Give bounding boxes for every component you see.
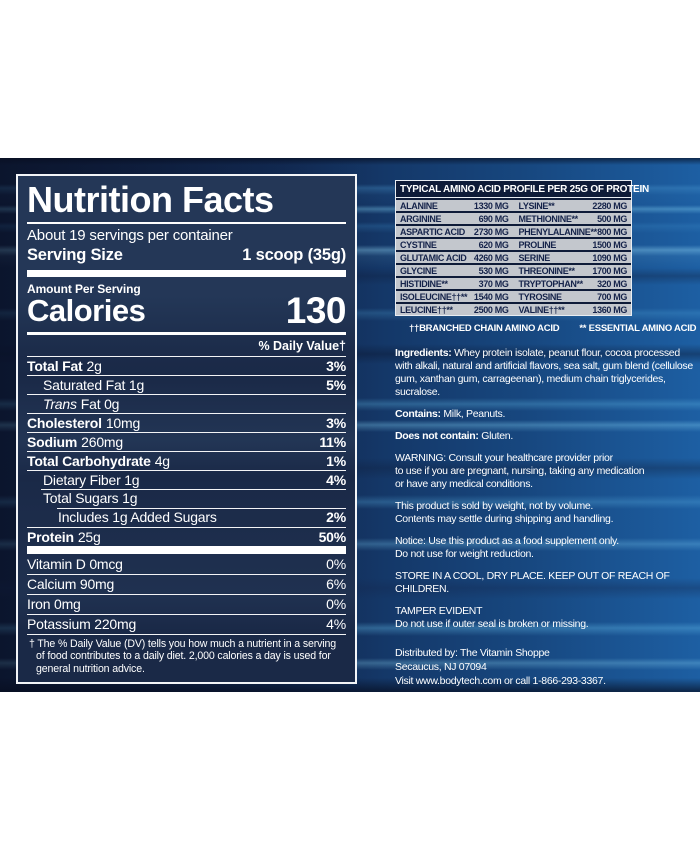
- amino-row: ALANINE 1330 MG LYSINE** 2280 MG: [396, 200, 631, 211]
- thick-divider: [27, 269, 346, 277]
- vitamin-row-iron: Iron 0mg 0%: [27, 593, 346, 614]
- product-info-text: Ingredients: Whey protein isolate, peanu…: [395, 347, 697, 631]
- supplement-info-column: TYPICAL AMINO ACID PROFILE PER 25G OF PR…: [395, 180, 697, 688]
- amino-row: CYSTINE 620 MG PROLINE 1500 MG: [396, 239, 631, 250]
- medium-divider: [27, 331, 346, 335]
- daily-value-footnote: † The % Daily Value (DV) tells you how m…: [27, 633, 346, 676]
- distributor-line: Distributed by: The Vitamin Shoppe: [395, 647, 550, 659]
- tamper-evident-paragraph: TAMPER EVIDENT Do not use if outer seal i…: [395, 605, 589, 630]
- ingredients-paragraph: Ingredients: Whey protein isolate, peanu…: [395, 347, 693, 398]
- does-not-contain-paragraph: Does not contain: Gluten.: [395, 430, 513, 442]
- daily-value: 3%: [326, 357, 346, 374]
- distributor-line: Secaucus, NJ 07094: [395, 661, 487, 673]
- calories-row: Calories 130: [27, 290, 347, 332]
- nutrient-row-saturated-fat: Saturated Fat 1g 5%: [27, 374, 346, 394]
- calories-value: 130: [285, 290, 347, 332]
- storage-paragraph: STORE IN A COOL, DRY PLACE. KEEP OUT OF …: [395, 570, 670, 595]
- distributor-block: Distributed by: The Vitamin Shoppe Secau…: [395, 646, 697, 688]
- serving-size-value: 1 scoop (35g): [242, 245, 346, 264]
- amino-acid-legend: ††BRANCHED CHAIN AMINO ACID ** ESSENTIAL…: [409, 323, 697, 334]
- amino-row: HISTIDINE** 370 MG TRYPTOPHAN** 320 MG: [396, 278, 631, 289]
- bcaa-legend: ††BRANCHED CHAIN AMINO ACID: [409, 323, 560, 334]
- nutrient-rows: Total Fat 2g 3% Saturated Fat 1g 5% Trans…: [27, 355, 347, 546]
- vitamin-row-potassium: Potassium 220mg 4%: [27, 613, 346, 634]
- serving-size-row: Serving Size 1 scoop (35g): [27, 246, 346, 265]
- amino-acid-rows: ALANINE 1330 MG LYSINE** 2280 MG ARGININE 6…: [396, 200, 631, 315]
- sold-by-weight-paragraph: This product is sold by weight, not by v…: [395, 500, 614, 525]
- amino-row: ASPARTIC ACID 2730 MG PHENYLALANINE** 800 …: [396, 226, 631, 237]
- amino-row: GLUTAMIC ACID 4260 MG SERINE 1090 MG: [396, 252, 631, 263]
- daily-value: 2%: [326, 509, 346, 526]
- nutrient-row-trans-fat: Trans Fat 0g: [27, 393, 346, 413]
- daily-value-header: % Daily Value†: [258, 338, 346, 353]
- contains-paragraph: Contains: Milk, Peanuts.: [395, 408, 506, 420]
- daily-value: 0%: [326, 555, 346, 572]
- daily-value: 0%: [326, 596, 346, 613]
- vitamin-row-calcium: Calcium 90mg 6%: [27, 573, 346, 594]
- nutrition-facts-title: Nutrition Facts: [27, 180, 346, 224]
- amino-row: GLYCINE 530 MG THREONINE** 1700 MG: [396, 265, 631, 276]
- servings-per-container: About 19 servings per container: [27, 226, 233, 244]
- daily-value: 11%: [319, 433, 346, 450]
- nutrient-row-added-sugars: Includes 1g Added Sugars 2%: [27, 507, 346, 527]
- distributor-line: Visit www.bodytech.com or call 1-866-293…: [395, 675, 606, 687]
- daily-value: 5%: [326, 376, 346, 393]
- thick-divider: [27, 545, 346, 554]
- vitamin-rows: Vitamin D 0mcg 0% Calcium 90mg 6% Iron 0…: [27, 554, 346, 634]
- nutrition-facts-panel: Nutrition Facts About 19 servings per co…: [16, 174, 357, 684]
- notice-paragraph: Notice: Use this product as a food suppl…: [395, 535, 619, 560]
- amino-row: ISOLEUCINE††** 1540 MG TYROSINE 700 MG: [396, 291, 631, 302]
- daily-value: 6%: [326, 576, 346, 593]
- vitamin-row-vitamin-d: Vitamin D 0mcg 0%: [27, 555, 346, 572]
- daily-value: 50%: [318, 528, 347, 545]
- nutrient-row-total-carbohydrate: Total Carbohydrate 4g 1%: [27, 450, 346, 469]
- calories-label: Calories: [27, 292, 146, 328]
- label-background: Nutrition Facts About 19 servings per co…: [0, 158, 700, 692]
- daily-value: 3%: [326, 414, 346, 431]
- warning-paragraph: WARNING: Consult your healthcare provide…: [395, 452, 645, 490]
- nutrient-row-total-sugars: Total Sugars 1g: [27, 488, 346, 508]
- amount-per-serving-label: Amount Per Serving: [27, 281, 141, 296]
- nutrient-row-dietary-fiber: Dietary Fiber 1g 4%: [27, 469, 346, 489]
- nutrient-row-sodium: Sodium 260mg 11%: [27, 431, 346, 450]
- daily-value: 4%: [326, 471, 346, 488]
- nutrient-row-total-fat: Total Fat 2g 3%: [27, 355, 346, 374]
- eaa-legend: ** ESSENTIAL AMINO ACID: [579, 323, 697, 334]
- nutrient-row-protein: Protein 25g 50%: [27, 526, 347, 545]
- nutrient-row-cholesterol: Cholesterol 10mg 3%: [27, 412, 346, 431]
- daily-value: 1%: [326, 452, 346, 469]
- amino-acid-table-header: TYPICAL AMINO ACID PROFILE PER 25G OF PR…: [396, 181, 649, 198]
- amino-row: LEUCINE††** 2500 MG VALINE††** 1360 MG: [396, 304, 631, 315]
- daily-value: 4%: [326, 616, 346, 633]
- amino-row: ARGININE 690 MG METHIONINE** 500 MG: [396, 213, 631, 224]
- serving-size-label: Serving Size: [27, 245, 123, 264]
- amino-acid-table: TYPICAL AMINO ACID PROFILE PER 25G OF PR…: [395, 180, 649, 316]
